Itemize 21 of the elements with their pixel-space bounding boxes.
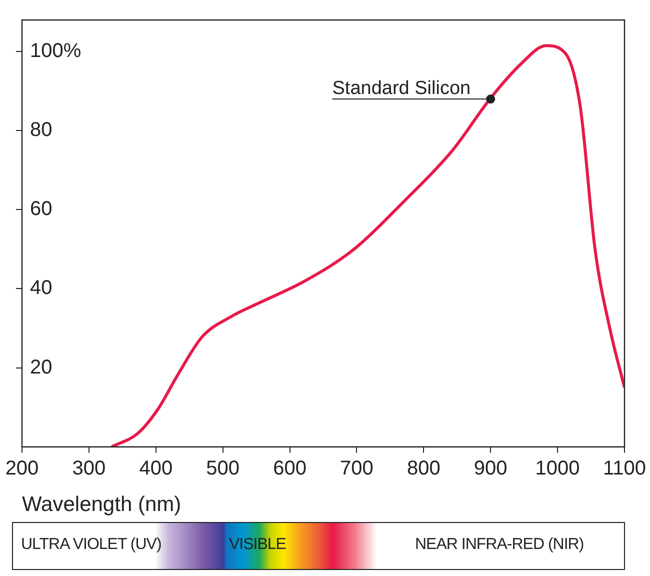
x-tick-label: 900 xyxy=(474,457,508,480)
y-tick-label: 100% xyxy=(30,40,82,62)
y-tick-label: 20 xyxy=(30,356,52,378)
x-tick-label: 800 xyxy=(406,457,440,480)
x-tick-label: 300 xyxy=(72,457,106,480)
x-tick-label: 400 xyxy=(139,457,173,480)
x-tick-label: 200 xyxy=(5,457,39,480)
line-series xyxy=(110,44,624,447)
y-tick-label: 40 xyxy=(30,277,52,300)
text: ULTRA VIOLET (UV) xyxy=(21,536,162,554)
x-tick-label: 1000 xyxy=(535,457,580,480)
y-tick-label: 80 xyxy=(30,119,52,142)
x-axis-title: Wavelength (nm) xyxy=(22,493,182,516)
x-tick-label: 1100 xyxy=(602,457,646,480)
x-tick-label: 700 xyxy=(340,457,374,480)
text: NEAR INFRA-RED (NIR) xyxy=(415,536,584,554)
annotation: Standard Silicon xyxy=(332,78,471,99)
x-tick-label: 600 xyxy=(273,457,306,480)
x-tick-label: 500 xyxy=(206,457,240,480)
text: VISIBLE xyxy=(229,536,286,554)
y-tick-label: 60 xyxy=(30,198,52,220)
